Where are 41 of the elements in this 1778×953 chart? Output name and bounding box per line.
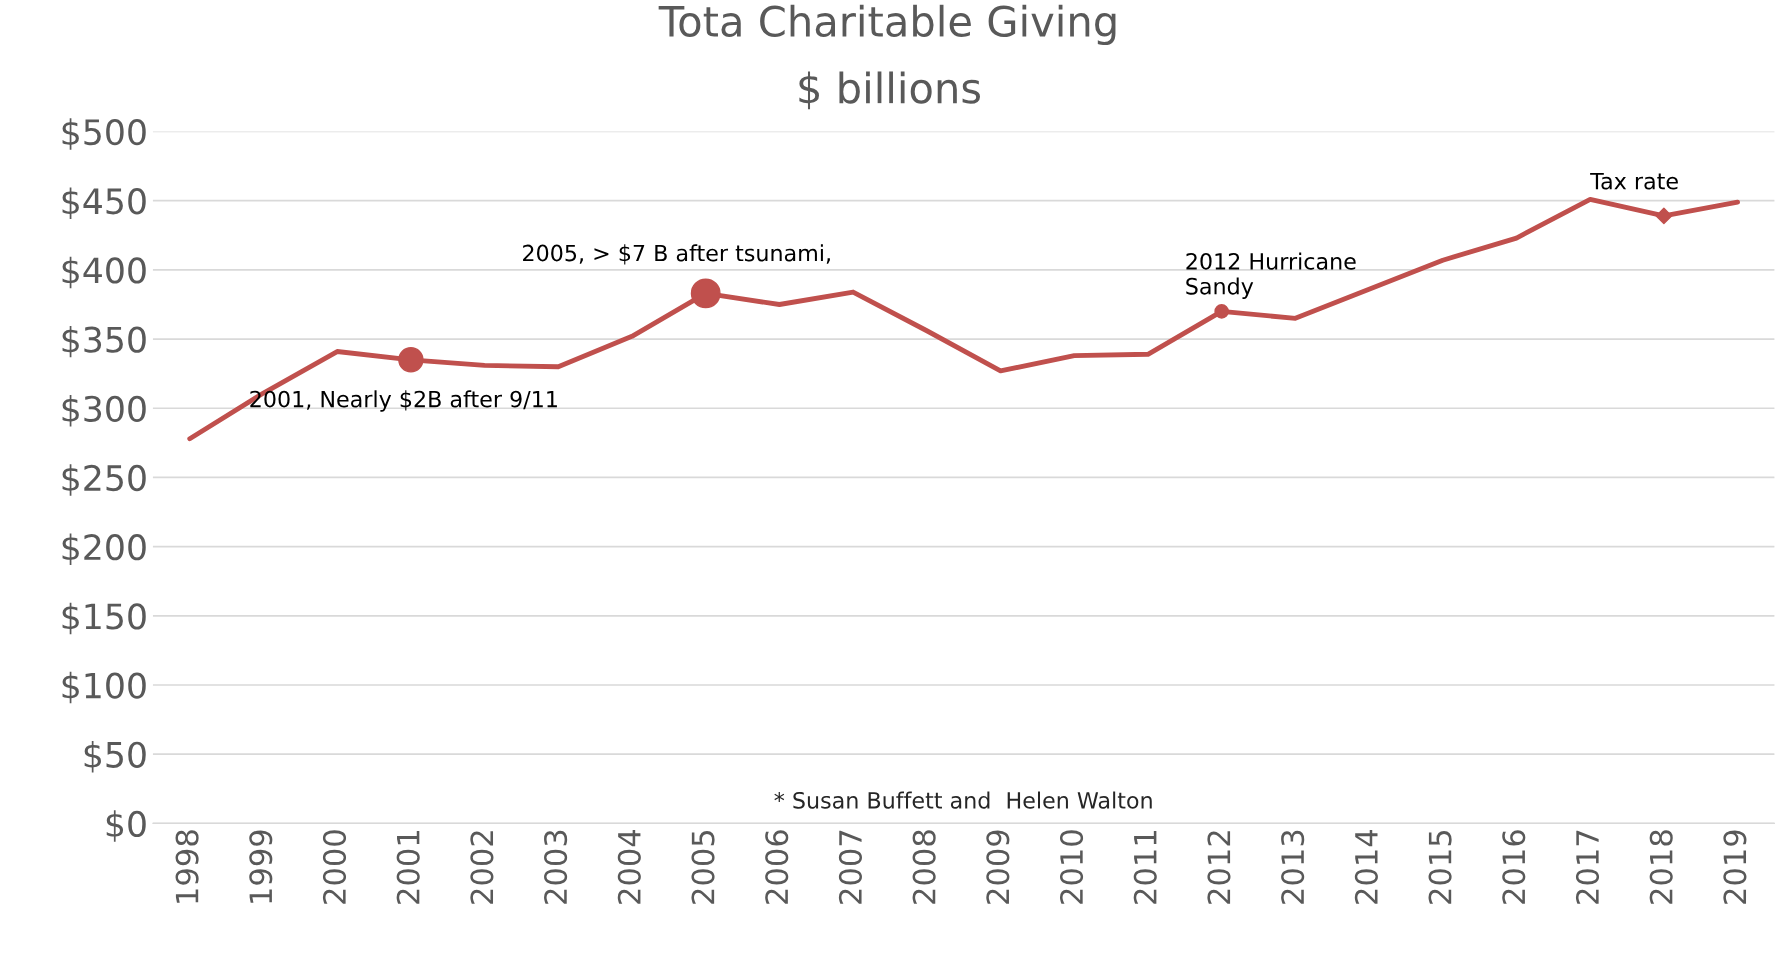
y-tick-label: $450 xyxy=(62,187,146,219)
y-tick-label: $50 xyxy=(84,741,146,773)
x-tick-label: 2013 xyxy=(1281,830,1305,904)
x-tick-label: 2014 xyxy=(1354,829,1378,904)
y-tick-label: $100 xyxy=(62,671,146,704)
annotation: 2012 Hurricane Sandy xyxy=(1186,252,1356,299)
x-tick-label: 2002 xyxy=(470,831,494,904)
y-tick-label: $150 xyxy=(62,602,146,635)
annotation: 2005, > $7 B after tsunami, xyxy=(523,244,830,265)
x-tick-label: 2004 xyxy=(617,829,641,904)
x-tick-label: 2012 xyxy=(1207,831,1231,904)
annotation: 2001, Nearly $2B after 9/11 xyxy=(250,390,557,412)
y-tick-label: $250 xyxy=(62,464,146,496)
chart-subtitle: $ billions xyxy=(799,71,981,110)
x-tick-label: 2005 xyxy=(691,830,715,904)
y-tick-label: $200 xyxy=(62,533,146,565)
x-tick-label: 2010 xyxy=(1059,830,1084,904)
x-tick-label: 2016 xyxy=(1502,830,1526,904)
x-tick-label: 2008 xyxy=(912,830,936,904)
x-tick-label: 1999 xyxy=(249,830,273,903)
line-series xyxy=(187,196,1741,442)
y-tick-label: $500 xyxy=(62,118,146,150)
chart-title: Tota Charitable Giving xyxy=(658,4,1116,46)
x-tick-label: 2001 xyxy=(396,831,420,904)
y-tick-label: $0 xyxy=(106,810,146,842)
x-tick-label: 2000 xyxy=(322,830,347,904)
x-tick-label: 2003 xyxy=(544,830,568,904)
x-tick-label: 2011 xyxy=(1133,831,1157,904)
x-tick-label: 2006 xyxy=(765,830,789,904)
x-tick-label: 2015 xyxy=(1428,830,1452,904)
x-tick-label: 2007 xyxy=(838,830,862,904)
x-tick-label: 2019 xyxy=(1723,830,1747,904)
x-tick-label: 2017 xyxy=(1575,830,1600,904)
y-tick-label: $350 xyxy=(62,325,146,358)
annotation: * Susan Buffett and Helen Walton xyxy=(774,791,1152,809)
annotation: Tax rate xyxy=(1590,172,1678,190)
x-tick-label: 2018 xyxy=(1649,830,1673,904)
x-tick-label: 2009 xyxy=(986,830,1010,904)
x-tick-label: 1998 xyxy=(175,830,199,903)
y-tick-label: $400 xyxy=(62,256,146,289)
y-tick-label: $300 xyxy=(62,395,146,427)
